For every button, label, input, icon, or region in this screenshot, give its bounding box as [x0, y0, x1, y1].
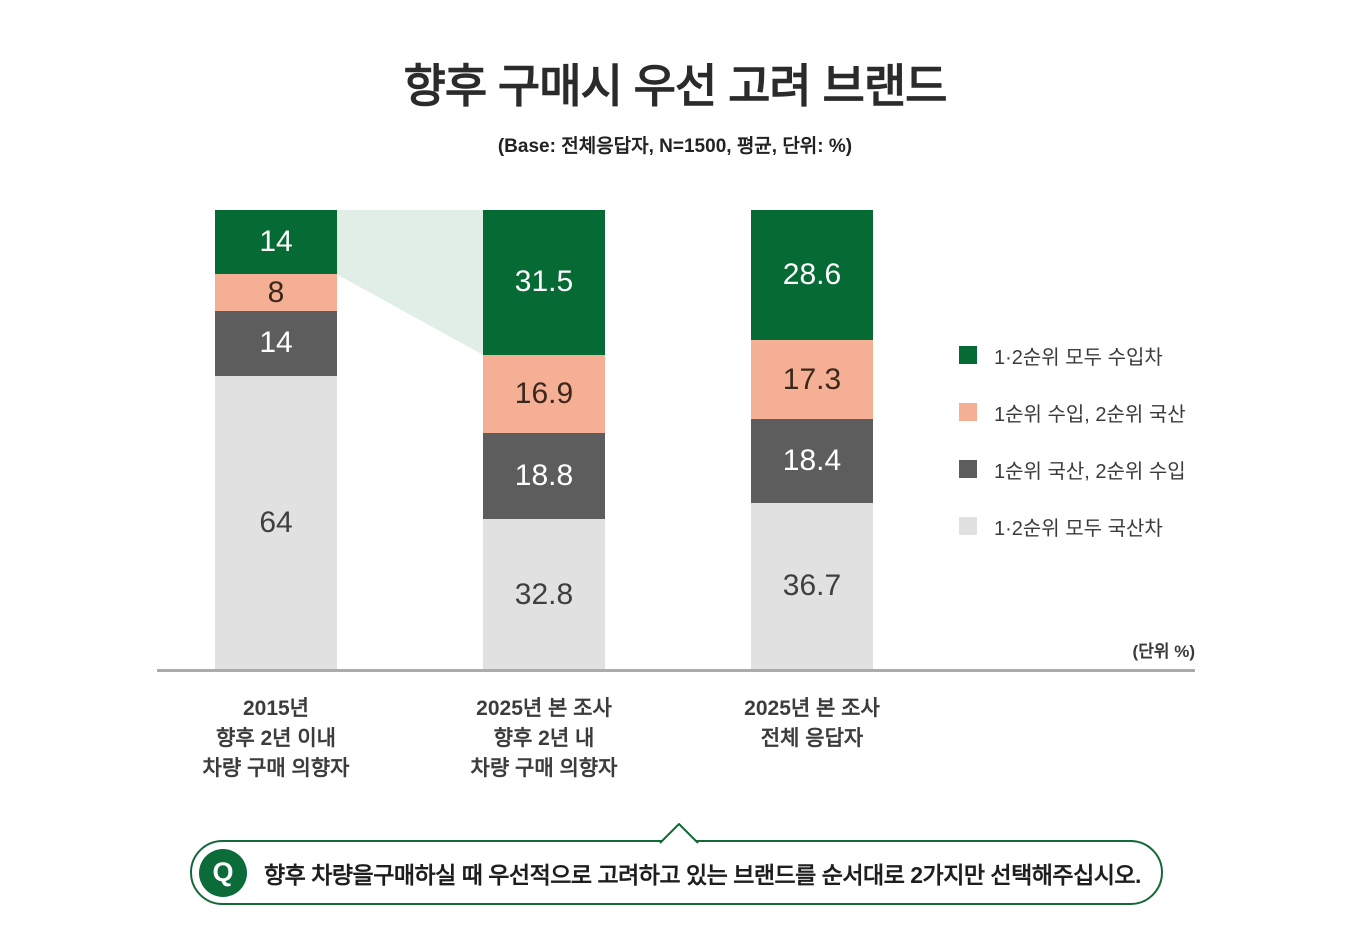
legend-label: 1·2순위 모두 국산차: [994, 517, 1163, 540]
stacked-bar: 31.5 16.9 18.8 32.8: [483, 210, 605, 670]
x-axis-line: [157, 669, 1195, 672]
page-title: 향후 구매시 우선 고려 브랜드: [403, 60, 948, 112]
x-axis-category-label: 2015년 향후 2년 이내 차량 구매 의향자: [202, 697, 350, 780]
segment-value: 16.9: [514, 376, 574, 410]
stacked-bar: 14 8 14 64: [215, 210, 337, 670]
legend-swatch-dark-gray: [959, 460, 977, 478]
bar-segment: 18.4: [751, 419, 873, 503]
question-box: Q 향후 차량을구매하실 때 우선적으로 고려하고 있는 브랜드를 순서대로 2…: [190, 823, 1163, 905]
stacked-bar: 28.6 17.3 18.4 36.7: [751, 210, 873, 670]
connector-band: [337, 210, 483, 355]
bar-segment: 64: [215, 375, 337, 670]
segment-value: 31.5: [514, 265, 574, 299]
bar-segment: 18.8: [483, 432, 605, 520]
bar-segment: 17.3: [751, 340, 873, 420]
legend-swatch-light-gray: [959, 517, 977, 535]
unit-label: (단위 %): [1132, 642, 1195, 661]
segment-value: 8: [267, 275, 285, 309]
segment-value: 18.4: [782, 443, 842, 477]
legend-label: 1순위 국산, 2순위 수입: [994, 460, 1186, 483]
legend-label: 1순위 수입, 2순위 국산: [994, 403, 1186, 426]
segment-value: 32.8: [514, 577, 574, 611]
legend-item: 1·2순위 모두 수입차: [959, 345, 1186, 369]
bar-segment: 14: [215, 311, 337, 376]
legend-item: 1·2순위 모두 국산차: [959, 516, 1186, 540]
legend-item: 1순위 수입, 2순위 국산: [959, 402, 1186, 426]
bar-segment: 8: [215, 274, 337, 312]
x-axis-category-label: 2025년 본 조사 향후 2년 내 차량 구매 의향자: [470, 697, 618, 780]
bar-segment: 28.6: [751, 210, 873, 341]
segment-value: 64: [259, 505, 293, 539]
question-text: 향후 차량을구매하실 때 우선적으로 고려하고 있는 브랜드를 순서대로 2가지…: [264, 861, 1141, 888]
bar-segment: 16.9: [483, 354, 605, 433]
bar-segment: 14: [215, 210, 337, 275]
legend-label: 1·2순위 모두 수입차: [994, 346, 1163, 369]
x-axis-category-label: 2025년 본 조사 전체 응답자: [744, 697, 880, 750]
question-caret-icon: [659, 823, 699, 844]
segment-value: 14: [259, 225, 293, 259]
legend-swatch-green: [959, 346, 977, 364]
base-note: (Base: 전체응답자, N=1500, 평균, 단위: %): [497, 136, 853, 157]
legend-item: 1순위 국산, 2순위 수입: [959, 459, 1186, 483]
segment-value: 17.3: [782, 362, 842, 396]
bar-segment: 31.5: [483, 210, 605, 355]
legend-swatch-salmon: [959, 403, 977, 421]
segment-value: 36.7: [782, 569, 842, 603]
segment-value: 18.8: [514, 458, 574, 492]
bar-segment: 36.7: [751, 502, 873, 670]
question-icon: Q: [199, 848, 247, 897]
bar-segment: 32.8: [483, 519, 605, 670]
legend: 1·2순위 모두 수입차 1순위 수입, 2순위 국산 1순위 국산, 2순위 …: [959, 345, 1186, 540]
segment-value: 14: [259, 326, 293, 360]
segment-value: 28.6: [782, 258, 842, 292]
